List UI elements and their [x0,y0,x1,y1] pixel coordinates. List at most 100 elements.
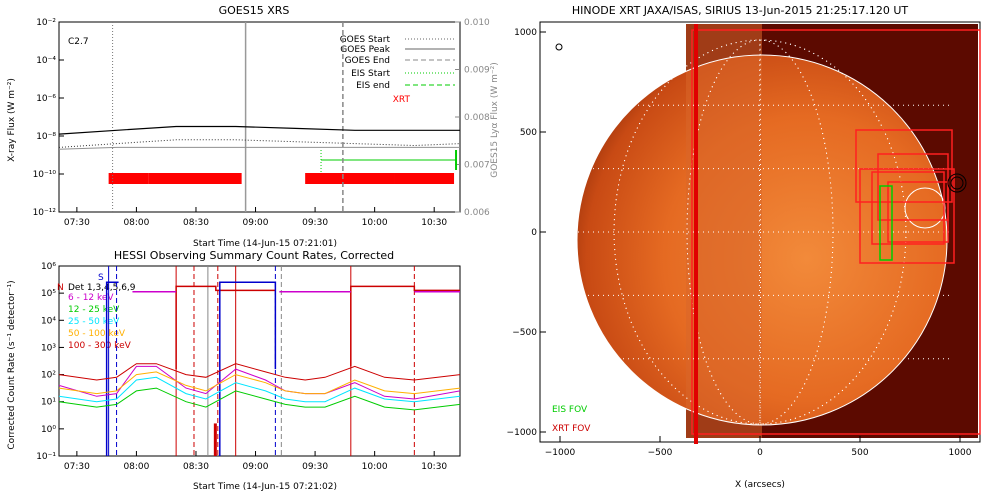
hessi-xtick-label: 10:30 [421,462,447,472]
hessi-legend-label: 100 - 300 keV [68,341,132,351]
goes-ytick-left-label: 10⁻⁸ [36,132,56,142]
hessi-attenuator-line [350,285,460,367]
xrt-xtick-label: 0 [757,448,763,458]
hessi-xtick-label: 10:00 [362,462,388,472]
xrt-fov-edge [694,24,698,444]
hessi-legend-label: 12 - 25 keV [68,305,120,315]
hessi-series-line [58,365,461,400]
goes-ytick-right-label: 0.009 [464,66,490,76]
hessi-legend-label: 6 - 12 keV [68,293,114,303]
goes-ytick-left-label: 10⁻⁴ [36,56,56,66]
goes-legend-label: GOES Start [340,35,391,45]
hessi-legend-label: 50 - 100 keV [68,329,126,339]
goes-xtick-label: 10:00 [362,218,388,228]
hessi-legend-label: 25 - 50 keV [68,317,120,327]
xrt-fov-box [859,168,955,264]
goes-legend-label: EIS end [356,81,390,91]
hessi-series-line [58,371,461,395]
hessi-saa-line [105,281,119,456]
goes-xtick-label: 09:30 [302,218,328,228]
goes-flare-class: C2.7 [68,37,89,47]
hessi-frame [58,265,461,457]
hessi-ylabel: Corrected Count Rate (s⁻¹ detector⁻¹) [7,280,17,449]
goes-xtick-label: 08:00 [123,218,149,228]
goes-xlabel: Start Time (14-Jun-15 07:21:01) [193,239,337,249]
hessi-flag-n: N [57,283,64,293]
goes-title: GOES15 XRS [219,4,290,17]
goes-ytick-left-label: 10⁻⁶ [36,94,56,104]
goes-legend-label: GOES Peak [340,45,390,55]
hessi-ytick-label: 10³ [41,343,56,353]
xrt-xtick-label: −1000 [545,448,576,458]
goes-ytick-left-label: 10⁻² [36,18,56,28]
goes-xtick-label: 07:30 [64,218,90,228]
goes-series-line [58,125,460,135]
xrt-fov-box [877,153,949,221]
hessi-spike [213,423,217,456]
xrt-interval-bar [108,173,149,184]
goes-marks [58,22,461,212]
goes-panel: GOES15 XRS Start Time (14-Jun-15 07:21:0… [7,4,500,249]
eis-fov-box [879,185,893,261]
fov-boxes [691,29,981,435]
xrt-ytick-label: 500 [520,128,537,138]
legend-eis-fov: EIS FOV [552,405,588,415]
flare-marker-2 [947,173,967,193]
goes-ytick-right-label: 0.010 [464,18,490,28]
goes-y-ticks-right: 0.006 0.007 0.008 0.009 0.010 [455,18,490,218]
hessi-legend: 6 - 12 keV 12 - 25 keV 25 - 50 keV 50 - 100… [68,293,132,351]
hessi-ytick-label: 10¹ [41,398,56,408]
hessi-ytick-label: 10⁵ [41,289,56,299]
goes-series-line [58,139,461,148]
xrt-fov-box [855,129,953,203]
xrt-panel: HINODE XRT JAXA/ISAS, SIRIUS 13-Jun-2015… [507,4,981,490]
xrt-ytick-label: 1000 [514,28,537,38]
hessi-ytick-label: 10⁰ [41,425,56,435]
hessi-xtick-label: 08:30 [183,462,209,472]
hessi-y-ticks: 10⁻¹ 10⁰ 10¹ 10² 10³ 10⁴ 10⁵ 10⁶ [36,262,64,462]
xrt-xtick-label: 500 [851,448,868,458]
hessi-ytick-label: 10⁴ [41,316,56,326]
xrt-image-left-strip [686,24,762,438]
goes-xtick-label: 10:30 [421,218,447,228]
hessi-xtick-label: 07:30 [64,462,90,472]
goes-xtick-label: 09:00 [243,218,269,228]
goes-ytick-right-label: 0.007 [464,161,490,171]
goes-ytick-left-label: 10⁻¹⁰ [33,170,57,180]
grid-longitude [759,39,761,425]
hessi-ytick-label: 10² [41,371,56,381]
xrt-fov-frame [691,29,981,435]
hessi-panel: HESSI Observing Summary Count Rates, Cor… [7,249,461,492]
grid-longitude [686,39,834,425]
hessi-xtick-label: 08:00 [123,462,149,472]
goes-y2label: GOES15 Lyα Flux (W m⁻²) [490,62,500,178]
goes-ylabel: X-ray Flux (W m⁻²) [7,78,17,162]
goes-xtick-label: 08:30 [183,218,209,228]
goes-legend-label: GOES End [345,56,390,66]
xrt-title: HINODE XRT JAXA/ISAS, SIRIUS 13-Jun-2015… [572,4,909,17]
xrt-interval-bar [305,173,395,184]
xrt-ytick-label: 0 [531,228,537,238]
hessi-ytick-label: 10⁶ [41,262,56,272]
xrt-x-ticks: −1000 −500 0 500 1000 [545,436,972,458]
hessi-series-line [58,387,461,411]
hessi-ytick-label: 10⁻¹ [36,452,56,462]
active-region-contour [904,187,946,229]
xrt-ytick-label: −500 [512,328,537,338]
hessi-flag-s: S [98,273,104,283]
xrt-interval-bar [394,173,455,184]
hessi-series-line [58,376,461,403]
hessi-xlabel: Start Time (14-Jun-15 07:21:02) [193,482,337,492]
solar-limb [576,54,948,426]
hessi-series-line [58,363,461,381]
hessi-xtick-label: 09:00 [243,462,269,472]
xrt-y-ticks: −1000 −500 0 500 1000 [507,28,546,438]
xrt-xtick-label: 1000 [949,448,972,458]
xrt-marker [555,43,563,51]
goes-ytick-left-label: 10⁻¹² [33,208,57,218]
xrt-xlabel: X (arcsecs) [735,480,785,490]
hessi-xtick-label: 09:30 [302,462,328,472]
goes-ytick-right-label: 0.008 [464,113,490,123]
